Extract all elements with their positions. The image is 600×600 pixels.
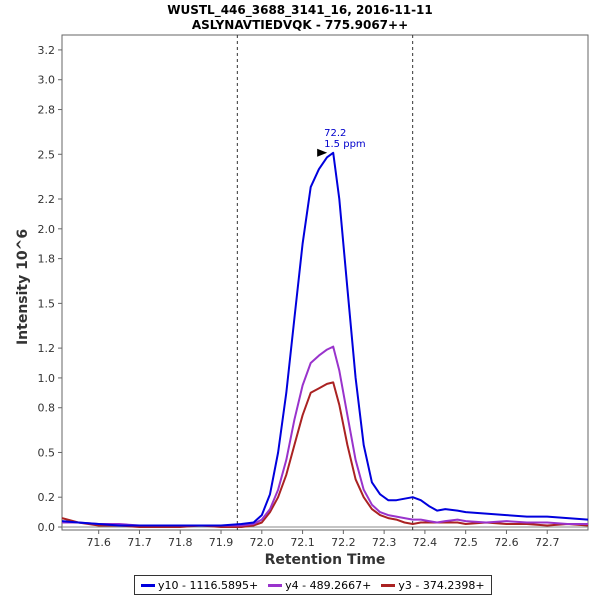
legend-item-y10: y10 - 1116.5895+ — [141, 579, 258, 592]
y-tick-label: 2.0 — [38, 223, 56, 236]
peak-ppm-label: 1.5 ppm — [324, 139, 366, 150]
x-axis-label: Retention Time — [265, 552, 386, 568]
peak-marker-icon — [317, 148, 328, 157]
x-tick-label: 71.6 — [86, 536, 111, 549]
x-tick-label: 72.1 — [290, 536, 315, 549]
chart-title: WUSTL_446_3688_3141_16, 2016-11-11 — [167, 3, 433, 18]
y-tick-label: 1.8 — [38, 253, 56, 266]
series-line-1 — [61, 151, 589, 527]
y-tick-label: 1.5 — [38, 297, 56, 310]
legend-label: y10 - 1116.5895+ — [158, 578, 259, 592]
integration-bounds — [236, 35, 414, 530]
legend-label: y4 - 489.2667+ — [285, 578, 372, 592]
legend-item-y4: y4 - 489.2667+ — [268, 579, 371, 592]
y-axis-ticks: 0.0 0.2 0.5 0.8 1.0 1.2 1.5 1.8 2.0 2.2 2.5 2.8 3.0 3… — [38, 44, 62, 534]
x-tick-label: 71.8 — [168, 536, 193, 549]
x-tick-label: 72.5 — [453, 536, 478, 549]
legend-item-y3: y3 - 374.2398+ — [381, 578, 485, 592]
y-tick-label: 0.0 — [38, 521, 56, 534]
x-tick-label: 72.2 — [331, 536, 356, 549]
y-tick-label: 0.8 — [38, 402, 56, 415]
y-tick-label: 1.2 — [38, 342, 56, 355]
y-tick-label: 2.8 — [38, 104, 56, 117]
peak-rt-label: 72.2 — [324, 128, 346, 139]
x-tick-label: 71.7 — [127, 536, 152, 549]
legend-swatch — [268, 583, 283, 587]
x-tick-label: 72.3 — [372, 536, 397, 549]
series-layer — [61, 151, 589, 528]
legend-swatch — [141, 583, 155, 587]
y-tick-label: 1.0 — [38, 372, 56, 385]
y-tick-label: 3.0 — [38, 74, 56, 87]
x-tick-label: 72.0 — [250, 536, 275, 549]
y-tick-label: 0.5 — [38, 446, 56, 459]
y-axis-label: Intensity 10^6 — [15, 229, 31, 345]
legend: y10 - 1116.5895+ y4 - 489.2667+ y3 - 374… — [134, 575, 492, 595]
legend-swatch — [381, 583, 396, 587]
x-tick-label: 72.4 — [413, 536, 438, 549]
plot-area — [61, 34, 589, 531]
y-tick-label: 2.2 — [38, 193, 56, 206]
y-tick-label: 3.2 — [38, 44, 56, 57]
x-axis-ticks: 71.6 71.7 71.8 71.9 72.0 72.1 72.2 72.3 72.4 72.5… — [86, 530, 559, 549]
y-tick-label: 0.2 — [38, 491, 56, 504]
chart-subtitle: ASLYNAVTIEDVQK - 775.9067++ — [192, 18, 408, 32]
y-tick-label: 2.5 — [38, 148, 56, 161]
peak-annotation: 72.2 1.5 ppm — [317, 128, 366, 157]
x-tick-label: 72.7 — [535, 536, 560, 549]
x-tick-label: 72.6 — [494, 536, 519, 549]
x-tick-label: 71.9 — [209, 536, 234, 549]
legend-label: y3 - 374.2398+ — [398, 578, 485, 592]
